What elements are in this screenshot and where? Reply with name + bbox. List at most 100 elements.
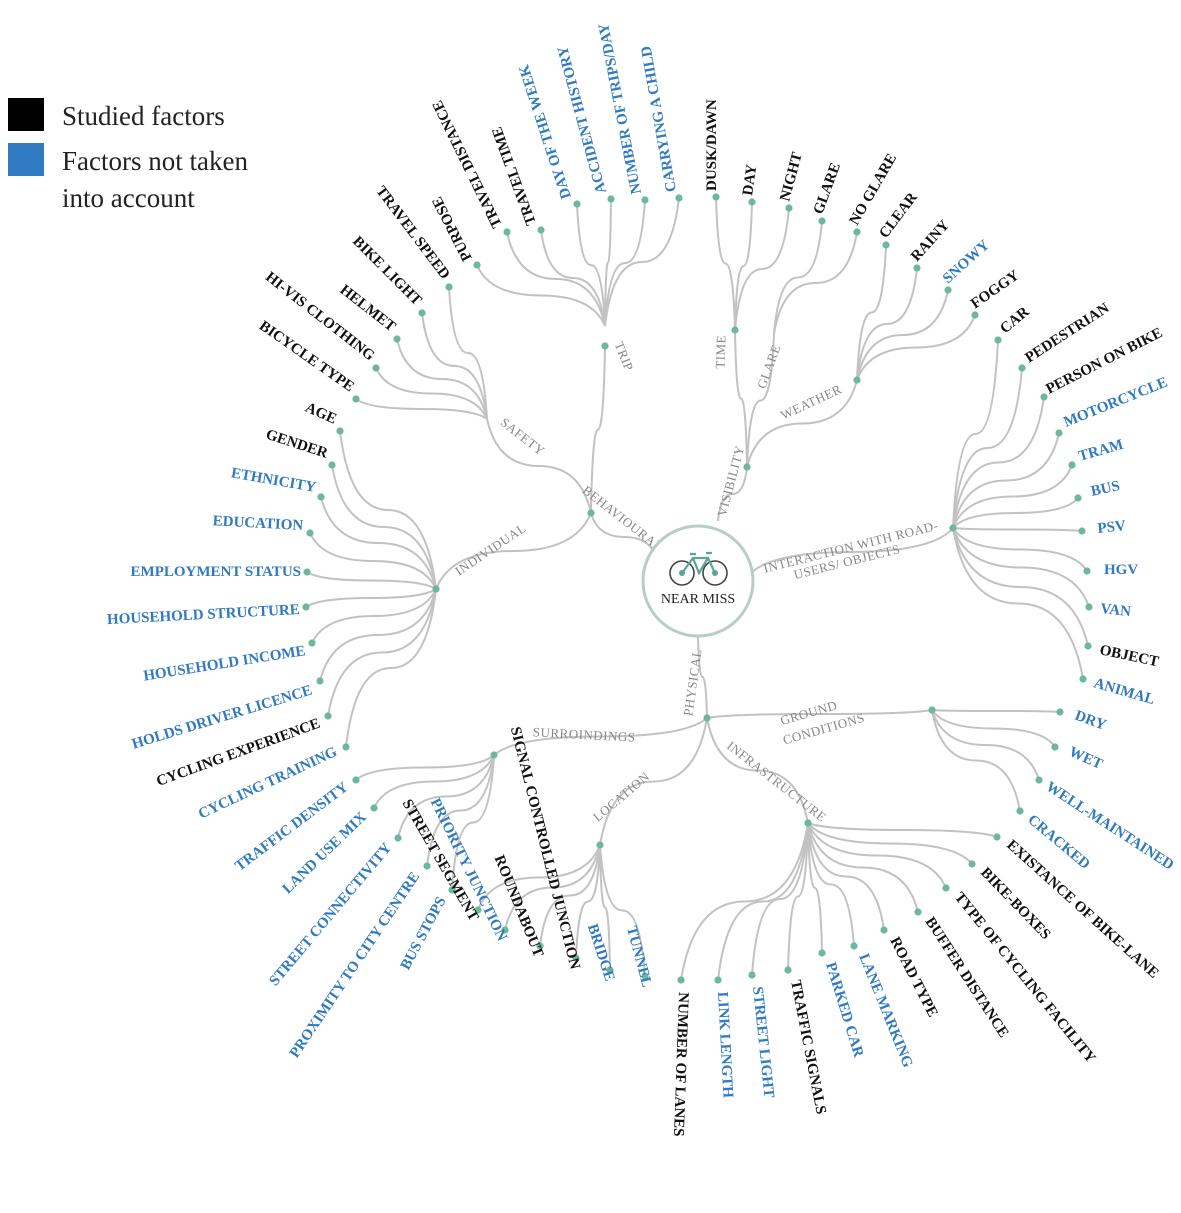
node-street-connectivity [394,834,402,842]
link-household-income [311,588,437,644]
leaf-label-day: DAY [740,163,760,196]
leaf-label-clear: CLEAR [876,190,920,242]
link-roundabout [539,844,601,947]
node-car [994,336,1002,344]
link-road-type [807,822,885,931]
link-wet [931,709,1056,748]
node-roundabout [536,942,544,950]
link-safety [486,418,592,514]
link-foggy [856,314,976,381]
link-hgv [952,527,1088,572]
leaf-label-dry: DRY [1073,708,1109,734]
link-snowy [856,289,949,381]
link-household-structure [305,588,437,608]
link-buffer-distance [807,822,919,913]
leaf-label-street-light: STREET LIGHT [749,986,777,1099]
leaf-label-carrying-a-child: CARRYING A CHILD [638,45,679,194]
node-dry [1056,708,1064,716]
legend: Studied factors Factors not taken into a… [8,98,248,225]
bicycle-icon [669,551,728,586]
link-rainy [856,267,918,381]
leaf-label-gender: GENDER [264,427,330,462]
link-dusk-dawn [715,196,736,331]
leaf-label-wet: WET [1066,744,1104,773]
link-street-connectivity [397,754,495,839]
link-day [734,201,753,331]
center-node: NEAR MISS [641,524,755,638]
link-travel-distance [506,231,606,327]
link-well-maintained [931,709,1040,781]
node-education [306,529,314,537]
leaf-label-bus-stops: BUS STOPS [398,894,450,972]
node-traffic-signals [784,966,792,974]
node-household-income [308,639,316,647]
node-bridge [606,966,614,974]
leaf-label-well-maintained: WELL-MAINTAINED [1043,779,1177,874]
link-day-of-the-week [576,203,606,327]
leaf-label-household-income: HOUSEHOLD INCOME [142,643,306,684]
link-dry [931,709,1061,713]
link-traffic-signals [787,822,809,971]
node-trip [601,342,609,350]
node-travel-speed [445,283,453,291]
node-animal [1079,675,1087,683]
legend-label-not-taken-line1: Factors not taken [62,146,248,176]
link-bridge [599,844,611,971]
leaf-label-age: AGE [303,400,339,428]
node-buffer-distance [914,908,922,916]
node-cracked [1016,807,1024,815]
branch-label-location: LOCATION [590,769,653,825]
branch-label-glare: GLARE [754,342,784,390]
leaf-label-ethnicity: ETHNICITY [230,465,317,496]
node-link-length [714,976,722,984]
branch-label-safety: SAFETY [498,414,548,458]
node-individual [432,585,440,593]
link-bicycle-type [355,398,488,420]
leaf-label-night: NIGHT [777,151,805,203]
link-purpose [476,264,606,327]
node-tunnel [641,972,649,980]
leaf-label-animal: ANIMAL [1092,675,1156,708]
node-purpose [473,261,481,269]
link-travel-speed [448,286,488,420]
branch-label-individual: INDIVIDUAL [452,520,529,578]
node-no-glare-glare [853,228,861,236]
center-label: NEAR MISS [661,592,735,607]
node-interaction [949,524,957,532]
link-trip [590,345,606,514]
legend-label-studied: Studied factors [62,101,225,131]
node-infrastructure [804,819,812,827]
link-object [952,527,1089,647]
link-helmet [396,338,488,420]
leaf-label-snowy: SNOWY [940,237,993,287]
leaf-label-glare: GLARE [811,161,844,217]
node-land-use-mix [370,804,378,812]
link-glare [746,333,775,468]
link-cycling-experience [327,588,437,717]
leaf-label-object: OBJECT [1098,642,1160,670]
node-wet [1051,743,1059,751]
link-car [952,339,999,529]
link-gender [331,464,437,590]
legend-swatch-blue [8,143,44,176]
branch-label-visibility: VISIBILITY [714,444,747,518]
node-location [596,841,604,849]
link-bike-boxes [807,822,973,865]
link-traffic-density [355,754,495,781]
branch-label-time: TIME [712,335,728,369]
link-bike-light [421,312,488,420]
node-holds-driver-licence [316,677,324,685]
tree-nodes [302,193,1093,984]
leaf-label-education: EDUCATION [212,513,303,534]
link-time [734,329,748,468]
node-surroundings [490,751,498,759]
branch-label-trip: TRIP [612,340,637,374]
node-helmet [393,335,401,343]
node-cycling-experience [324,712,332,720]
node-ground [928,706,936,714]
link-link-length [717,822,809,981]
link-hi-vis-clothing [375,367,488,420]
leaf-label-hgv: HGV [1104,562,1138,578]
node-weather [853,376,861,384]
node-clear [882,241,890,249]
